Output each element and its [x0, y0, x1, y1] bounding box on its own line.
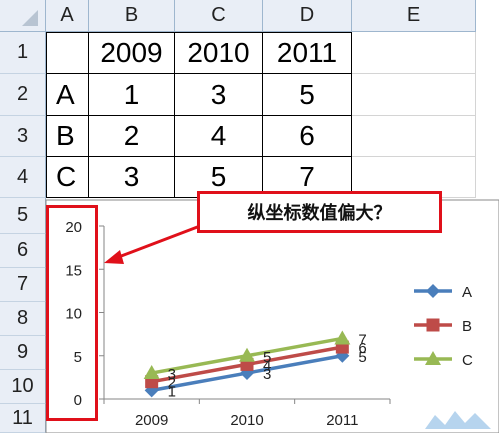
row-header-11[interactable]: 11 — [0, 404, 46, 433]
cell-c3[interactable]: 4 — [175, 116, 263, 157]
cell-c1[interactable]: 2010 — [175, 32, 263, 74]
x-tick-label: 2010 — [230, 412, 263, 429]
row-header-6[interactable]: 6 — [0, 234, 46, 268]
cell-e2[interactable] — [352, 74, 476, 116]
select-all-triangle-icon — [22, 9, 38, 26]
chart-area[interactable] — [45, 199, 499, 433]
row-header-5[interactable]: 5 — [0, 198, 46, 234]
cell-d1[interactable]: 2011 — [263, 32, 352, 74]
x-tick-label: 2009 — [135, 412, 168, 429]
y-tick-label: 20 — [65, 219, 82, 236]
cell-c2[interactable]: 3 — [175, 74, 263, 116]
y-tick-label: 5 — [74, 349, 82, 366]
data-label: 4 — [263, 357, 271, 374]
data-label: 6 — [358, 340, 366, 357]
series-c-point[interactable] — [334, 330, 351, 345]
cell-d2[interactable]: 5 — [263, 74, 352, 116]
data-label: 5 — [263, 349, 271, 366]
red-arrow-icon — [115, 224, 201, 260]
table-top-border — [46, 32, 352, 33]
cell-a2[interactable]: A — [46, 74, 89, 116]
series-c-point[interactable] — [143, 365, 160, 380]
legend-a-marker[interactable] — [426, 284, 440, 298]
cell-b4[interactable]: 3 — [89, 157, 175, 198]
row-header-8[interactable]: 8 — [0, 302, 46, 336]
legend-c-label: C — [462, 352, 473, 369]
row-header-9[interactable]: 9 — [0, 336, 46, 370]
column-header-a[interactable]: A — [46, 0, 89, 32]
cell-a1[interactable] — [46, 32, 89, 74]
y-tick-label: 15 — [65, 262, 82, 279]
row-header-2[interactable]: 2 — [0, 74, 46, 116]
cell-a3[interactable]: B — [46, 116, 89, 157]
legend-a-label: A — [462, 284, 472, 301]
watermark-logo-icon — [425, 411, 491, 429]
row-header-3[interactable]: 3 — [0, 116, 46, 157]
red-arrow-head-icon — [104, 250, 124, 264]
data-label: 1 — [168, 383, 176, 400]
data-label: 7 — [358, 331, 366, 348]
column-header-e[interactable]: E — [352, 0, 476, 32]
legend-b-label: B — [462, 318, 472, 335]
y-tick-label: 10 — [65, 306, 82, 323]
y-tick-label: 0 — [74, 392, 82, 409]
cell-e1[interactable] — [352, 32, 476, 74]
table-left-border — [46, 32, 47, 198]
cell-b3[interactable]: 2 — [89, 116, 175, 157]
select-all-corner[interactable] — [0, 0, 46, 32]
series-c-point[interactable] — [239, 347, 255, 362]
callout-text: 纵坐标数值偏大？ — [247, 203, 392, 224]
data-label: 3 — [168, 366, 176, 383]
cell-e3[interactable] — [352, 116, 476, 157]
cell-d3[interactable]: 6 — [263, 116, 352, 157]
legend-b-marker[interactable] — [426, 318, 440, 332]
column-header-d[interactable]: D — [263, 0, 352, 32]
row-header-4[interactable]: 4 — [0, 157, 46, 198]
row-header-10[interactable]: 10 — [0, 370, 46, 404]
row-header-7[interactable]: 7 — [0, 268, 46, 302]
data-label: 5 — [358, 349, 366, 366]
column-header-b[interactable]: B — [89, 0, 175, 32]
cell-a4[interactable]: C — [46, 157, 89, 198]
column-header-c[interactable]: C — [175, 0, 263, 32]
legend-c-marker[interactable] — [425, 351, 441, 365]
annotation-callout: 纵坐标数值偏大？ — [197, 191, 442, 233]
data-label: 3 — [263, 366, 271, 383]
x-tick-label: 2011 — [326, 412, 358, 429]
data-label: 2 — [168, 375, 176, 392]
axis-highlight-box — [46, 205, 98, 421]
cell-b2[interactable]: 1 — [89, 74, 175, 116]
cell-b1[interactable]: 2009 — [89, 32, 175, 74]
row-header-1[interactable]: 1 — [0, 32, 46, 74]
